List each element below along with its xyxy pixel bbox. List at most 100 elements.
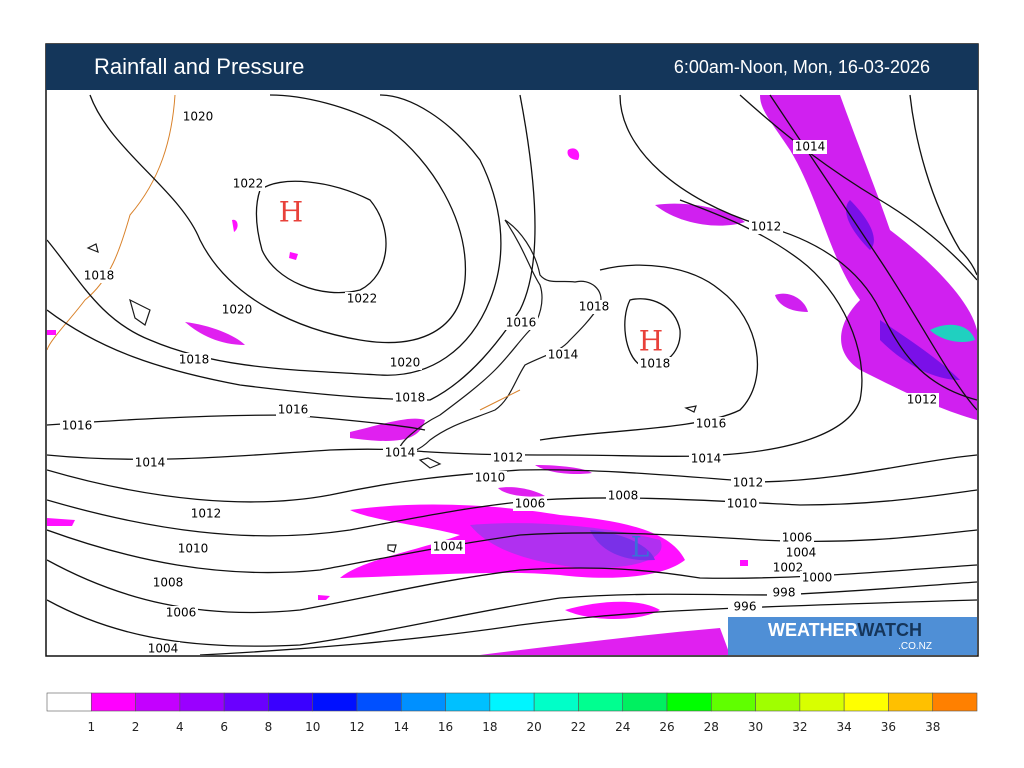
legend-label: 30 [748, 720, 763, 734]
legend-swatch [135, 692, 181, 712]
label-bg [905, 393, 939, 407]
legend-label: 28 [704, 720, 719, 734]
label-bg [491, 451, 525, 465]
rain-legend: 1 2 4 6 8 10 12 14 16 18 20 22 24 26 28 30 32 34 36 38 [46, 692, 978, 734]
isobar-label: 1020 [222, 303, 253, 317]
label-bg [749, 220, 783, 234]
legend-swatch [622, 692, 668, 712]
pressure-center: H [639, 325, 663, 358]
legend-swatch [489, 692, 535, 712]
legend-swatch [578, 692, 624, 712]
legend-label: 1 [87, 720, 95, 734]
time-range: 6:00am-Noon, Mon, 16-03-2026 [674, 57, 930, 77]
isobar-label: 1012 [907, 393, 938, 407]
label-bg [176, 542, 210, 556]
isobar-label: 1002 [773, 561, 804, 575]
label-bg [189, 507, 223, 521]
legend-swatch [710, 692, 756, 712]
isobar-label: 1010 [727, 497, 758, 511]
isobar-label: 1014 [795, 140, 826, 154]
label-bg [771, 561, 805, 575]
legend-label: 14 [394, 720, 409, 734]
isobar-label: 996 [734, 600, 757, 614]
legend-swatch [755, 692, 801, 712]
isobar-label: 1018 [84, 269, 115, 283]
isobar-label: 1006 [166, 606, 197, 620]
label-bg [151, 576, 185, 590]
label-bg [345, 292, 379, 306]
legend-label: 20 [527, 720, 542, 734]
header-bar [46, 44, 978, 90]
legend-label: 36 [881, 720, 896, 734]
legend-label: 32 [792, 720, 807, 734]
map: 1020 1022 1018 1020 1022 1018 1020 1018 1016 1016… [47, 94, 977, 656]
isobar-label: 1006 [515, 497, 546, 511]
logo: WEATHERWATCH [768, 620, 922, 640]
isobar-label: 1004 [786, 546, 817, 560]
logo-part: WATCH [857, 620, 922, 640]
logo-part: WEATHER [768, 620, 858, 640]
legend-label: 10 [305, 720, 320, 734]
isobar-label: 1022 [347, 292, 378, 306]
isobar-label: 1016 [278, 403, 309, 417]
isobar-label: 1012 [733, 476, 764, 490]
isobar-label: 1018 [579, 300, 610, 314]
label-bg [513, 497, 547, 511]
label-bg [504, 316, 538, 330]
pressure-center: L [631, 531, 650, 564]
label-bg [393, 391, 427, 405]
legend-swatch [445, 692, 491, 712]
label-bg [767, 586, 801, 600]
isobar-label: 1006 [782, 531, 813, 545]
legend-label: 6 [220, 720, 228, 734]
legend-label: 12 [349, 720, 364, 734]
isobar-label: 1014 [135, 456, 166, 470]
label-bg [731, 476, 765, 490]
label-bg [725, 497, 759, 511]
legend-label: 22 [571, 720, 586, 734]
isobar-label: 1012 [493, 451, 524, 465]
legend-label: 38 [925, 720, 940, 734]
isobar-label: 1016 [62, 419, 93, 433]
legend-label: 26 [659, 720, 674, 734]
isobar-label: 1018 [395, 391, 426, 405]
isobar-label: 1018 [179, 353, 210, 367]
legend-label: 8 [265, 720, 273, 734]
label-bg [231, 177, 265, 191]
legend-swatch [46, 692, 92, 712]
isobar-labels: 1020 1022 1018 1020 1022 1018 1020 1018 1016 1016… [60, 110, 939, 656]
label-bg [181, 110, 215, 124]
label-bg [577, 300, 611, 314]
label-bg [606, 489, 640, 503]
legend-swatch [932, 692, 978, 712]
isobar-label: 1016 [696, 417, 727, 431]
legend-swatch [799, 692, 845, 712]
isobar-label: 1016 [506, 316, 537, 330]
legend-label: 24 [615, 720, 630, 734]
label-bg [383, 446, 417, 460]
label-bg [133, 456, 167, 470]
legend-label: 4 [176, 720, 184, 734]
legend-swatch [400, 692, 446, 712]
label-bg [276, 403, 310, 417]
isobar-label: 1012 [751, 220, 782, 234]
isobar-label: 1000 [802, 571, 833, 585]
legend-swatch [533, 692, 579, 712]
label-bg [60, 419, 94, 433]
isobar-label: 1004 [148, 642, 179, 656]
isobar-label: 1018 [640, 357, 671, 371]
isobar-label: 998 [773, 586, 796, 600]
isobar-label: 1008 [153, 576, 184, 590]
logo-box [728, 617, 977, 655]
label-bg [388, 356, 422, 370]
label-bg [728, 600, 762, 614]
label-bg [780, 531, 814, 545]
legend-label: 34 [837, 720, 852, 734]
legend-swatch [312, 692, 358, 712]
label-bg [793, 140, 827, 154]
pressure-center: H [279, 196, 303, 229]
isobar-label: 1010 [475, 471, 506, 485]
legend-swatch [356, 692, 402, 712]
isobar-label: 1022 [233, 177, 264, 191]
isobar-label: 1004 [433, 540, 464, 554]
